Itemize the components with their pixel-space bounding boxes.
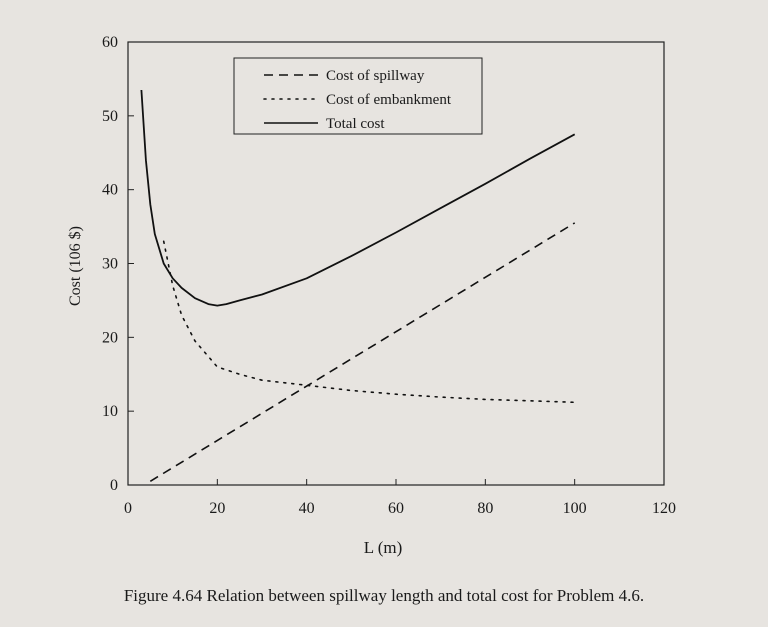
x-tick-label: 40	[299, 500, 315, 517]
series-line-cost-of-spillway	[149, 222, 576, 482]
series-layer	[140, 89, 576, 482]
y-tick-label: 10	[102, 403, 118, 420]
plot-frame	[127, 41, 665, 486]
x-tick-label: 60	[388, 500, 404, 517]
legend-box	[233, 57, 483, 135]
y-tick-label: 60	[102, 34, 118, 51]
x-tick-label: 0	[124, 500, 132, 517]
y-tick-label: 0	[110, 477, 118, 494]
series-line-total-cost	[140, 89, 576, 307]
axes	[127, 41, 665, 486]
figure-caption: Figure 4.64 Relation between spillway le…	[123, 586, 645, 605]
y-tick-label: 20	[102, 329, 118, 346]
legend-label: Cost of spillway	[326, 68, 425, 84]
legend-label: Total cost	[326, 116, 385, 132]
y-tick-label: 40	[102, 182, 118, 199]
y-tick-label: 50	[102, 108, 118, 125]
chart: 0 20 40 60 80 100 120 0 10 20 30 40 50 60 Cost of spi…	[67, 34, 676, 557]
ticks: 0 20 40 60 80 100 120 0 10 20 30 40 50 60	[102, 34, 676, 517]
series-line-cost-of-embankment	[162, 240, 576, 404]
legend-label: Cost of embankment	[326, 92, 452, 108]
legend: Cost of spillway Cost of embankment Total …	[233, 57, 483, 135]
x-tick-label: 120	[652, 500, 676, 517]
x-tick-label: 20	[209, 500, 225, 517]
x-axis-label: L (m)	[364, 538, 403, 557]
y-tick-label: 30	[102, 256, 118, 273]
x-tick-label: 80	[477, 500, 493, 517]
y-axis-label: Cost (106 $)	[67, 226, 84, 306]
x-tick-label: 100	[563, 500, 587, 517]
